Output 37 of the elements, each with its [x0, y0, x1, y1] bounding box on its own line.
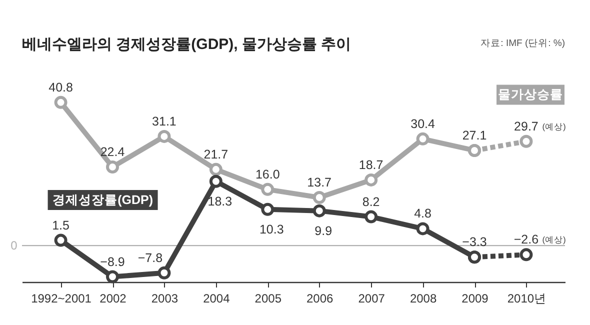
- x-tick-label: 2010년: [507, 292, 546, 306]
- x-tick-label: 1992~2001: [31, 292, 92, 306]
- x-tick-label: 2006: [306, 292, 334, 306]
- x-tick-label: 2002: [100, 292, 127, 306]
- data-label: 10.3: [259, 222, 284, 236]
- text: 자료: IMF (단위: %): [480, 38, 565, 49]
- data-label: −7.8: [138, 250, 163, 265]
- data-label: 8.2: [362, 194, 380, 209]
- ref-line-label: 0: [10, 238, 18, 253]
- annotation: (예상): [542, 121, 566, 132]
- data-label: 4.8: [414, 206, 432, 221]
- x-tick-label: 2008: [410, 292, 437, 306]
- data-label: −3.3: [462, 235, 487, 250]
- x-tick-label: 2009: [462, 292, 489, 306]
- data-label: 1.5: [52, 218, 70, 232]
- text: 경제성장률(GDP): [52, 192, 153, 207]
- data-label: 29.7: [514, 119, 538, 134]
- data-label: −2.6: [514, 232, 539, 247]
- chart-title: 베네수엘라의 경제성장률(GDP), 물가상승률 추이: [22, 36, 352, 53]
- data-label: 9.9: [314, 224, 332, 238]
- text: 물가상승률: [498, 88, 563, 102]
- x-tick-label: 2007: [358, 292, 386, 306]
- data-label: 27.1: [462, 128, 487, 142]
- annotation: (예상): [542, 234, 566, 245]
- data-label: 21.7: [204, 147, 228, 162]
- x-tick-label: 2005: [254, 292, 282, 306]
- data-label: 16.0: [255, 167, 280, 182]
- data-label: 22.4: [100, 144, 125, 159]
- data-label: 40.8: [48, 80, 73, 94]
- x-tick-label: 2004: [203, 292, 230, 306]
- data-label: 31.1: [152, 114, 176, 128]
- data-label: −8.9: [100, 254, 125, 269]
- data-label: 13.7: [307, 175, 332, 190]
- x-tick-label: 2003: [151, 292, 178, 306]
- data-label: 18.3: [208, 194, 232, 208]
- data-label: 30.4: [410, 116, 435, 131]
- data-label: 18.7: [358, 158, 384, 172]
